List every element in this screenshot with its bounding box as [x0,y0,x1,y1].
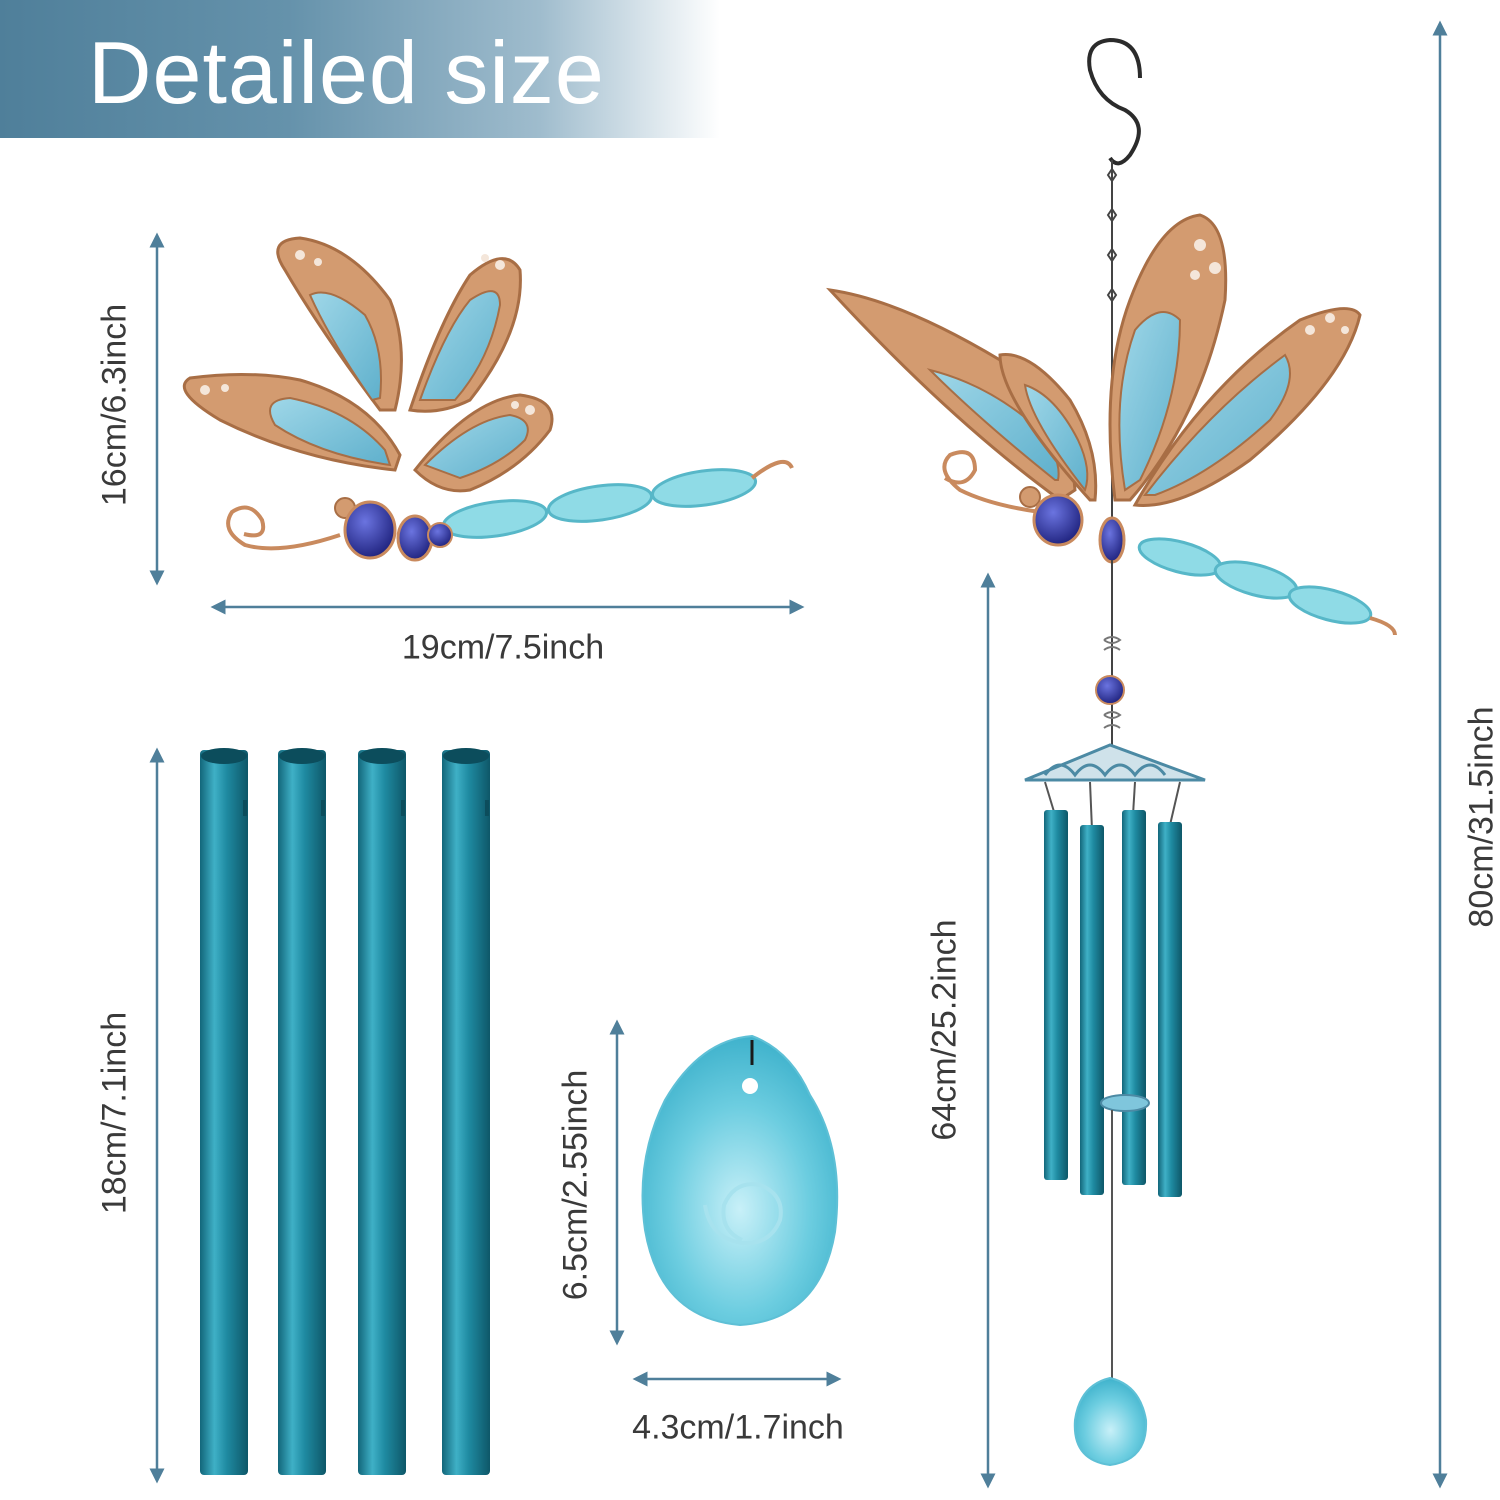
chime-striker [1100,1094,1150,1112]
banner-title: Detailed size [88,23,605,122]
label-chime-length: 64cm/25.2inch [925,919,964,1141]
hanging-pendant [1073,1376,1148,1467]
label-total-length: 80cm/31.5inch [1462,706,1500,928]
dragonfly-ornament [182,236,794,562]
label-tube-length: 18cm/7.1inch [95,1011,134,1215]
label-dragonfly-width: 19cm/7.5inch [401,628,605,667]
label-dragonfly-height: 16cm/6.3inch [95,303,134,507]
chime-tube [278,748,326,1475]
label-pendant-height: 6.5cm/2.55inch [556,1069,595,1301]
chime-tubes [200,748,490,1475]
dimension-arrows [149,20,1448,1489]
hanging-dragonfly-body [1019,486,1126,564]
dragonfly-tail [441,459,794,539]
dragonfly-body [334,497,453,562]
chime-tube [442,748,490,1475]
title-banner: Detailed size [0,0,720,138]
assembled-tubes [1044,810,1182,1197]
chime-tube [358,748,406,1475]
glass-pendant [641,1034,839,1327]
chime-tube [200,748,248,1475]
blue-bead [1095,675,1125,705]
hanging-dragonfly-tail [1137,537,1397,636]
label-pendant-width: 4.3cm/1.7inch [632,1408,844,1447]
assembled-wind-chime [826,37,1397,1467]
dragonfly-antenna [226,505,341,551]
chime-canopy [1024,743,1206,831]
s-hook [1087,37,1142,166]
